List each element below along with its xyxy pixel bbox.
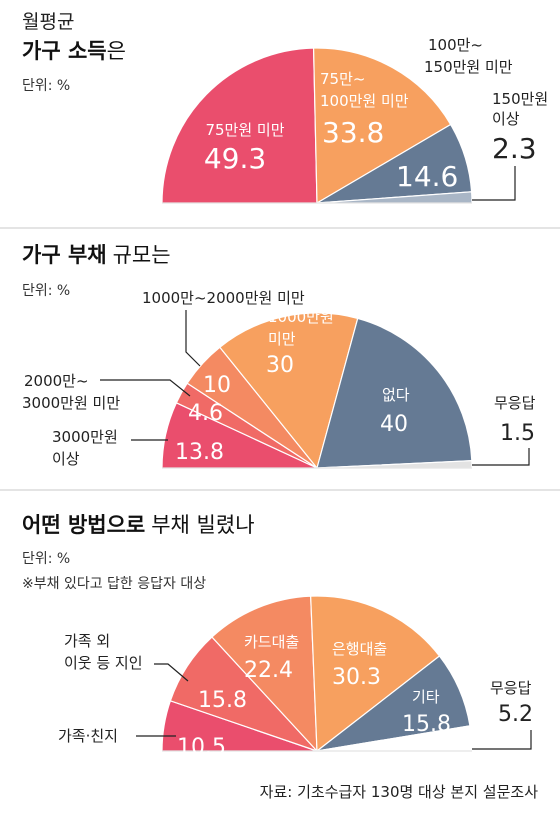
- chart3-value-s0: 10.5: [177, 735, 226, 760]
- chart1-label-s3-name-2: 이상: [492, 110, 520, 128]
- chart1-unit: 단위: %: [22, 78, 70, 94]
- chart2-leader-s5: [472, 448, 530, 466]
- chart3-label-s1-name-1: 가족 외: [64, 632, 110, 650]
- chart2-label-s1-name-1: 2000만~: [24, 372, 89, 390]
- chart1-label-s1-name-2: 100만원 미만: [320, 92, 409, 110]
- chart3-slice-2: [211, 595, 318, 753]
- chart2-leader-s1: [100, 379, 191, 397]
- chart2-label-s0-name-2: 이상: [52, 450, 80, 468]
- chart1-value-s0: 49.3: [204, 142, 266, 175]
- source-note: 자료: 기초수급자 130명 대상 본지 설문조사: [260, 783, 539, 801]
- chart3-leader-s5: [472, 730, 532, 750]
- chart1-slice-1: [312, 47, 452, 205]
- chart1-label-s2-name-2: 150만원 미만: [424, 58, 513, 76]
- chart-income: 월평균 가구 소득은 단위: % 75만원 미만 49.3 75만~ 100만원…: [22, 11, 548, 205]
- chart2-label-s5-name: 무응답: [494, 394, 536, 412]
- chart2-value-s4: 40: [380, 412, 408, 437]
- chart3-value-s3: 30.3: [332, 665, 381, 690]
- chart3-label-s1-name-2: 이웃 등 지인: [64, 654, 143, 672]
- chart2-value-s5: 1.5: [500, 421, 535, 446]
- chart3-value-s5: 5.2: [498, 702, 533, 727]
- chart1-slices: [161, 47, 473, 205]
- chart2-slice-3: [218, 312, 359, 470]
- chart1-label-s2-name-1: 100만~: [428, 36, 483, 54]
- chart2-title-rest: 규모는: [113, 243, 171, 267]
- chart3-label-s3-name: 은행대출: [332, 640, 387, 658]
- chart2-label-s0-name-1: 3000만원: [52, 428, 118, 446]
- chart2-value-s2: 10: [203, 373, 231, 398]
- chart1-value-s1: 33.8: [322, 116, 384, 149]
- chart1-value-s3: 2.3: [492, 132, 537, 165]
- chart1-label-s0-name: 75만원 미만: [205, 121, 284, 139]
- chart1-slice-0: [161, 47, 318, 204]
- chart1-leader-s3: [472, 166, 516, 201]
- chart-borrow-method: 어떤 방법으로 부채 빌렸나 단위: % ※부채 있다고 답한 응답자 대상 가족…: [22, 513, 533, 760]
- chart-debt-size: 가구 부채 규모는 단위: % 3000만원 이상 13.8 2000만~ 300…: [22, 243, 536, 470]
- chart3-slices: [161, 595, 473, 753]
- chart3-unit: 단위: %: [22, 551, 70, 567]
- chart2-label-s1-name-2: 3000만원 미만: [22, 394, 120, 412]
- chart2-slice-4: [316, 317, 473, 469]
- chart3-leader-s1: [154, 663, 189, 682]
- chart3-value-s1: 15.8: [198, 688, 247, 713]
- chart3-title-bold: 어떤 방법으로: [22, 513, 145, 537]
- chart1-title-rest: 은: [107, 39, 126, 63]
- chart1-value-s2: 14.6: [396, 160, 458, 193]
- chart3-value-s2: 22.4: [244, 658, 293, 683]
- chart3-title-rest: 부채 빌렸나: [151, 513, 254, 537]
- chart1-title-line1: 월평균: [22, 11, 74, 33]
- chart1-title-bold: 가구 소득: [22, 39, 107, 63]
- chart3-note: ※부채 있다고 답한 응답자 대상: [22, 576, 206, 592]
- chart2-leader-s2: [185, 310, 201, 367]
- chart2-value-s0: 13.8: [175, 440, 224, 465]
- chart3-label-s5-name: 무응답: [490, 679, 532, 697]
- chart3-label-s2-name: 카드대출: [244, 633, 299, 651]
- chart3-value-s4: 15.8: [402, 712, 451, 737]
- chart2-unit: 단위: %: [22, 283, 70, 299]
- chart2-title: 가구 부채 규모는: [22, 243, 171, 267]
- chart2-value-s1: 4.6: [188, 401, 223, 426]
- chart3-slice-3: [310, 595, 441, 753]
- chart2-label-s4-name: 없다: [382, 386, 410, 404]
- chart2-label-s3-name-2: 미만: [268, 330, 296, 348]
- chart3-label-s4-name: 기타: [412, 688, 440, 706]
- chart2-label-s3-name-1: 1000만원: [268, 308, 334, 326]
- chart1-label-s1-name-1: 75만~: [320, 70, 365, 88]
- chart1-label-s3-name-1: 150만원: [492, 90, 548, 108]
- chart2-title-bold: 가구 부채: [22, 243, 107, 267]
- chart2-value-s3: 30: [266, 353, 294, 378]
- chart2-slices: [161, 312, 473, 470]
- chart3-title: 어떤 방법으로 부채 빌렸나: [22, 513, 255, 537]
- chart2-label-s2-name: 1000만~2000만원 미만: [142, 289, 305, 307]
- chart1-title-line2: 가구 소득은: [22, 39, 126, 63]
- chart3-label-s0-name: 가족·친지: [58, 727, 118, 745]
